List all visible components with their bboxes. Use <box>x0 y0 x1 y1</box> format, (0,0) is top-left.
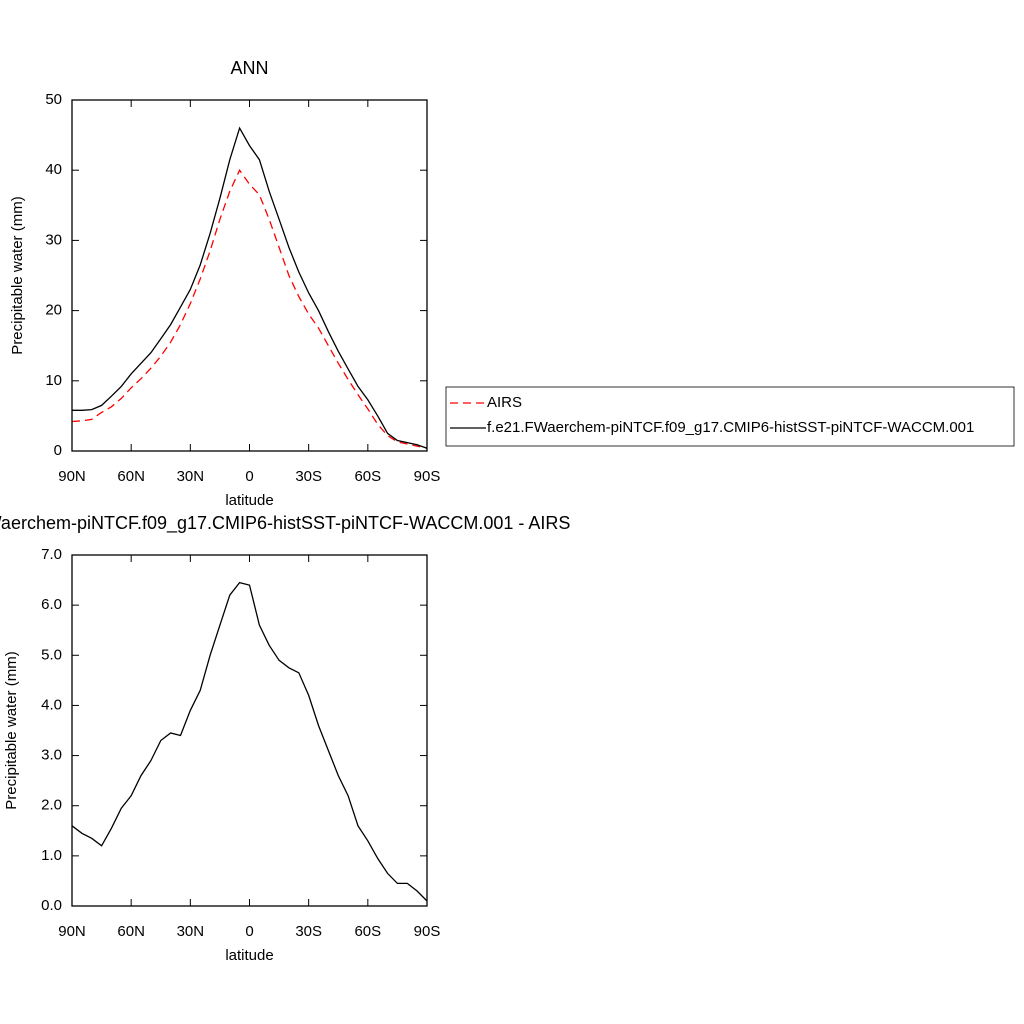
x-tick-label: 90S <box>414 468 441 485</box>
y-tick-label: 0.0 <box>41 897 62 914</box>
y-tick-label: 4.0 <box>41 696 62 713</box>
y-axis-label: Precipitable water (mm) <box>3 651 20 809</box>
x-tick-label: 0 <box>245 923 253 940</box>
y-tick-label: 0 <box>54 442 62 459</box>
x-tick-label: 90N <box>58 923 86 940</box>
plot-frame <box>71 554 428 907</box>
y-tick-label: 10 <box>45 372 62 389</box>
x-tick-label: 60S <box>354 923 381 940</box>
x-tick-label: 60S <box>354 468 381 485</box>
x-tick-label: 30S <box>295 468 322 485</box>
x-tick-label: 90S <box>414 923 441 940</box>
y-tick-label: 20 <box>45 302 62 319</box>
x-axis-label: latitude <box>225 947 273 964</box>
y-tick-label: 50 <box>45 91 62 108</box>
x-tick-label: 30S <box>295 923 322 940</box>
plot-frame <box>71 99 428 452</box>
x-axis-label: latitude <box>225 492 273 509</box>
data-line <box>71 168 428 449</box>
x-tick-label: 30N <box>177 468 205 485</box>
y-tick-label: 3.0 <box>41 747 62 764</box>
chart-title: f.e21.FWaerchem-piNTCF.f09_g17.CMIP6-his… <box>0 513 570 534</box>
y-tick-label: 7.0 <box>41 546 62 563</box>
x-tick-label: 90N <box>58 468 86 485</box>
legend-label: f.e21.FWaerchem-piNTCF.f09_g17.CMIP6-his… <box>487 419 974 436</box>
legend-label: AIRS <box>487 394 522 411</box>
x-tick-label: 0 <box>245 468 253 485</box>
y-tick-label: 6.0 <box>41 596 62 613</box>
y-tick-label: 40 <box>45 161 62 178</box>
chart-title: ANN <box>230 58 268 78</box>
y-axis-label: Precipitable water (mm) <box>9 196 26 354</box>
data-line <box>72 126 428 449</box>
x-tick-label: 30N <box>177 923 205 940</box>
y-tick-label: 2.0 <box>41 797 62 814</box>
y-tick-label: 1.0 <box>41 847 62 864</box>
x-tick-label: 60N <box>117 923 145 940</box>
legend-box <box>445 386 1015 447</box>
y-tick-label: 30 <box>45 231 62 248</box>
x-tick-label: 60N <box>117 468 145 485</box>
data-line <box>71 581 428 902</box>
y-tick-label: 5.0 <box>41 646 62 663</box>
